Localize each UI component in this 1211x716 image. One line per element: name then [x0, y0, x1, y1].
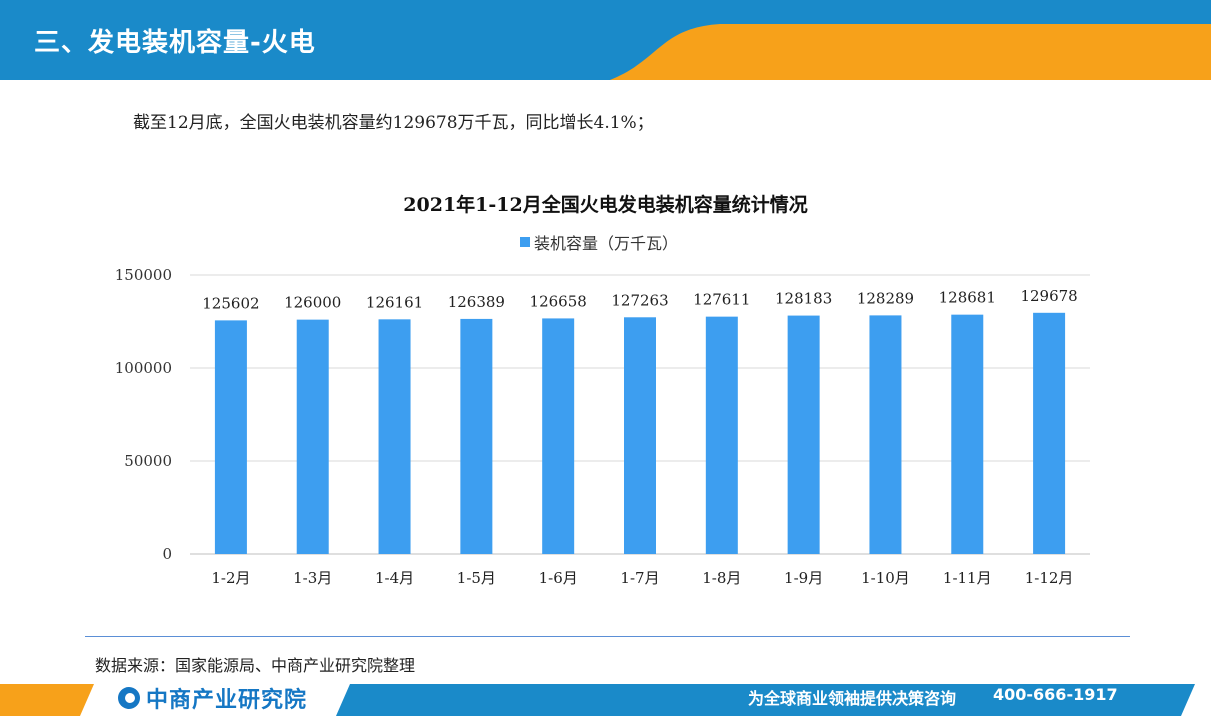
legend-label: 装机容量（万千瓦）: [534, 234, 679, 253]
x-tick-label: 1-6月: [539, 569, 578, 587]
x-tick-label: 1-7月: [620, 569, 659, 587]
data-label: 126161: [366, 293, 423, 311]
intro-text: 截至12月底，全国火电装机容量约129678万千瓦，同比增长4.1%；: [133, 113, 654, 133]
footer-slogan: 为全球商业领袖提供决策咨询: [748, 689, 957, 708]
bar: [624, 317, 656, 554]
y-tick-label: 50000: [124, 452, 172, 470]
x-tick-label: 1-8月: [702, 569, 741, 587]
x-tick-label: 1-4月: [375, 569, 414, 587]
chart-title: 2021年1-12月全国火电发电装机容量统计情况: [403, 194, 808, 216]
x-tick-label: 1-3月: [293, 569, 332, 587]
x-tick-label: 1-9月: [784, 569, 823, 587]
data-label: 126000: [284, 294, 341, 312]
bar: [1033, 312, 1066, 554]
footer-phone: 400-666-1917: [993, 685, 1118, 704]
logo-icon: [118, 687, 140, 709]
bar: [542, 318, 575, 554]
chart-legend: 装机容量（万千瓦）: [520, 230, 678, 254]
y-tick-label: 150000: [115, 266, 172, 284]
data-label: 128681: [939, 289, 996, 307]
data-label: 128183: [775, 290, 832, 308]
x-tick-label: 1-10月: [861, 569, 910, 587]
bar: [296, 319, 329, 554]
page-title: 三、发电装机容量-火电: [34, 28, 316, 58]
x-tick-label: 1-5月: [457, 569, 496, 587]
bar: [951, 314, 984, 554]
legend-swatch: [520, 237, 530, 247]
logo-text: 中商产业研究院: [146, 688, 308, 713]
data-label: 126658: [530, 292, 587, 310]
footer-bar: [0, 684, 1195, 716]
y-tick-label: 0: [162, 545, 172, 563]
data-label: 128289: [857, 289, 914, 307]
y-tick-label: 100000: [115, 359, 172, 377]
x-tick-label: 1-12月: [1025, 569, 1074, 587]
source-note: 数据来源：国家能源局、中商产业研究院整理: [95, 656, 416, 675]
bar: [705, 316, 738, 554]
data-label: 129678: [1020, 287, 1077, 305]
bar: [460, 318, 493, 554]
data-label: 125602: [202, 294, 259, 312]
bar: [787, 315, 820, 554]
x-tick-label: 1-2月: [211, 569, 250, 587]
bar: [378, 319, 411, 554]
footer-logo: 中商产业研究院: [118, 682, 307, 714]
data-label: 126389: [448, 293, 505, 311]
x-tick-label: 1-11月: [943, 569, 992, 587]
data-label: 127263: [611, 291, 668, 309]
bar: [869, 315, 902, 554]
divider: [85, 636, 1130, 637]
header-bar: [0, 0, 1211, 80]
bar: [214, 320, 247, 554]
data-label: 127611: [693, 291, 750, 309]
